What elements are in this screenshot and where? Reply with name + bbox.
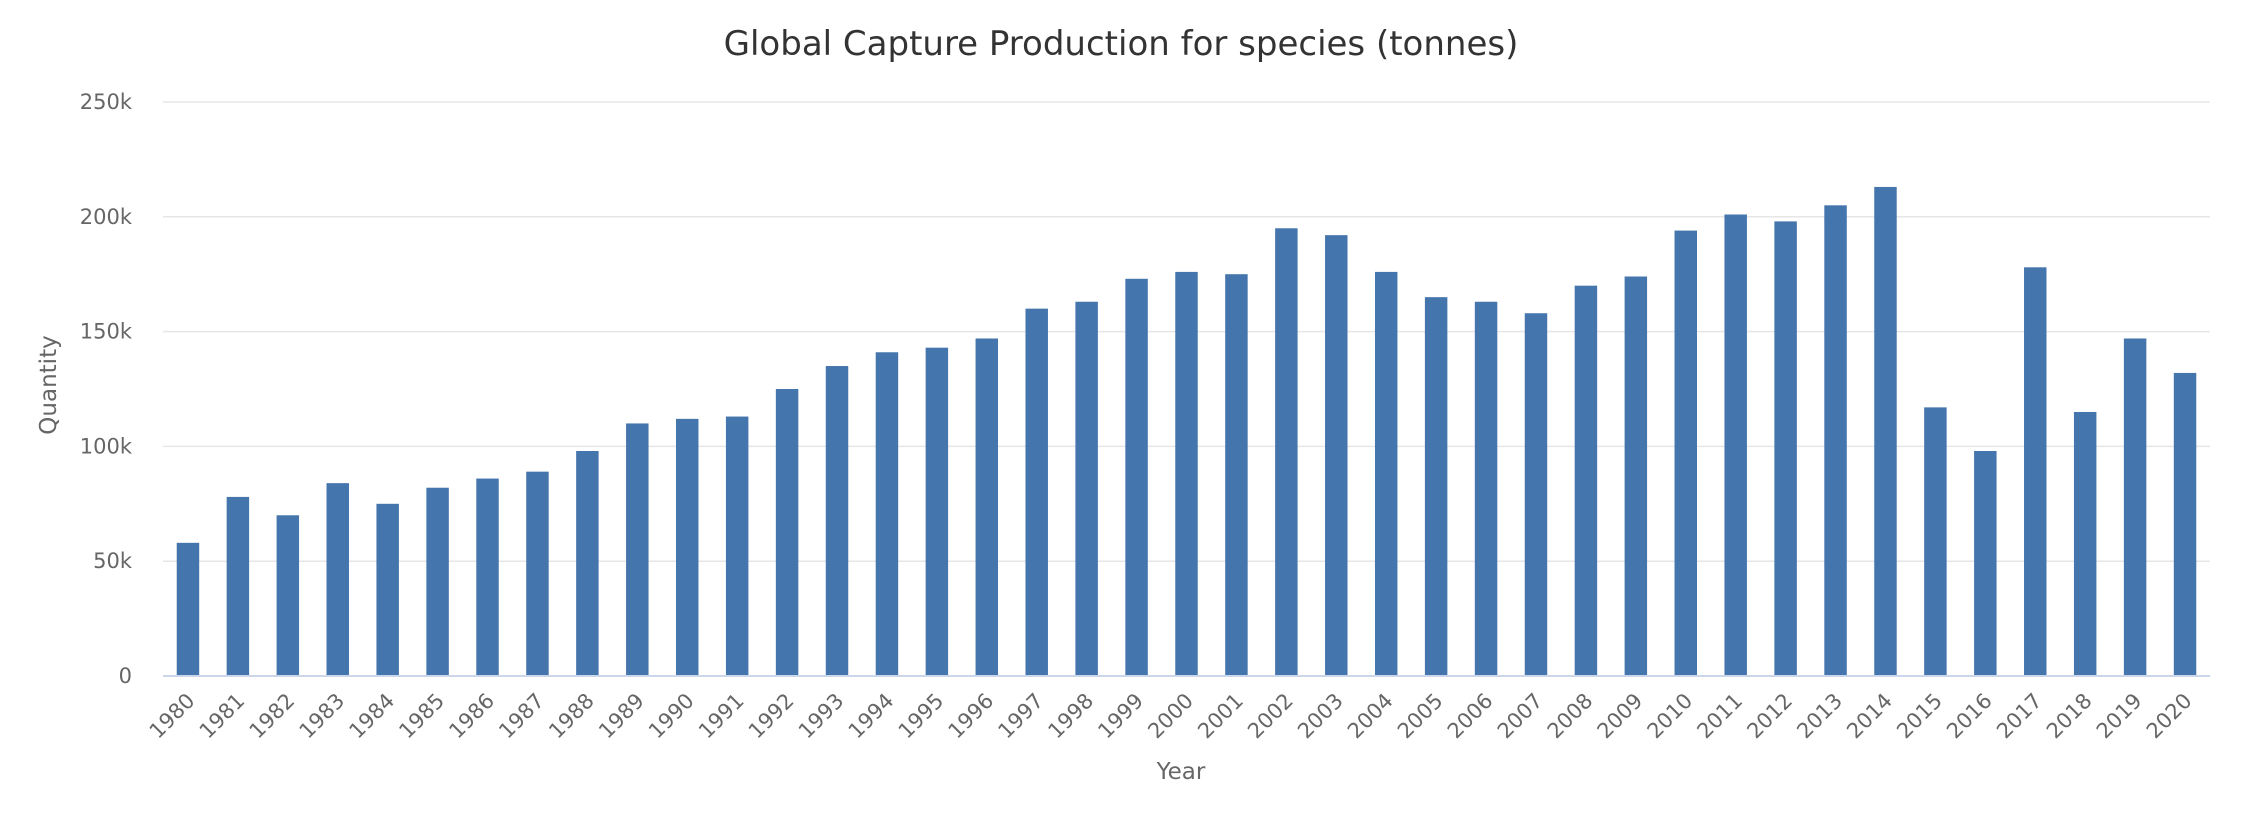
x-tick-label: 1986 [444, 689, 499, 744]
y-tick-label: 50k [93, 549, 133, 573]
bar-2014[interactable] [1874, 186, 1897, 676]
y-tick-label: 150k [80, 320, 133, 344]
x-tick-label: 1990 [644, 689, 699, 744]
x-tick-label: 2000 [1143, 689, 1198, 744]
bar-1996[interactable] [975, 338, 999, 676]
bar-1994[interactable] [875, 352, 899, 676]
bar-2018[interactable] [2073, 411, 2097, 676]
x-tick-label: 1994 [844, 689, 899, 744]
x-tick-label: 2019 [2092, 689, 2147, 744]
y-tick-label: 250k [80, 90, 133, 114]
bar-1987[interactable] [526, 471, 549, 676]
x-tick-label: 2004 [1343, 689, 1398, 744]
bar-1998[interactable] [1075, 301, 1098, 676]
x-tick-label: 1988 [544, 689, 599, 744]
x-tick-label: 2007 [1493, 689, 1548, 744]
x-tick-label: 2010 [1643, 689, 1698, 744]
x-tick-label: 1985 [394, 689, 449, 744]
bar-2007[interactable] [1524, 313, 1548, 676]
bar-1995[interactable] [925, 347, 949, 676]
x-tick-label: 2012 [1742, 689, 1797, 744]
bar-2019[interactable] [2123, 338, 2147, 676]
x-tick-label: 1980 [145, 689, 200, 744]
x-tick-label: 1989 [594, 689, 649, 744]
x-tick-label: 1991 [694, 689, 749, 744]
x-tick-label: 2014 [1842, 689, 1897, 744]
x-tick-label: 1995 [894, 689, 949, 744]
x-tick-label: 1987 [494, 689, 549, 744]
x-tick-label: 2009 [1593, 689, 1648, 744]
x-tick-label: 1981 [195, 689, 250, 744]
bar-1991[interactable] [725, 416, 749, 676]
bar-1983[interactable] [326, 483, 349, 676]
bar-1993[interactable] [825, 366, 849, 676]
x-tick-label: 1982 [245, 689, 300, 744]
bars [176, 186, 2197, 677]
bar-2020[interactable] [2173, 372, 2197, 676]
bar-2012[interactable] [1774, 221, 1797, 676]
y-axis-ticks: 0 50k 100k 150k 200k 250k [80, 90, 133, 688]
bar-2010[interactable] [1674, 230, 1698, 677]
y-tick-label: 0 [119, 664, 132, 688]
bar-2001[interactable] [1225, 274, 1248, 676]
x-tick-label: 1997 [993, 689, 1048, 744]
bar-2005[interactable] [1424, 297, 1448, 676]
x-tick-label: 1983 [295, 689, 350, 744]
bar-2013[interactable] [1824, 205, 1847, 676]
x-tick-label: 2005 [1393, 689, 1448, 744]
bar-2008[interactable] [1574, 285, 1598, 676]
bar-2003[interactable] [1325, 235, 1348, 676]
x-tick-label: 2011 [1692, 689, 1747, 744]
x-tick-label: 1998 [1043, 689, 1098, 744]
bar-2000[interactable] [1175, 271, 1198, 676]
bar-1999[interactable] [1125, 278, 1148, 676]
bar-2015[interactable] [1924, 407, 1947, 676]
bar-1982[interactable] [276, 515, 300, 676]
x-tick-label: 2016 [1942, 689, 1997, 744]
bar-2016[interactable] [1974, 450, 1997, 676]
x-tick-label: 2003 [1293, 689, 1348, 744]
x-tick-label: 2015 [1892, 689, 1947, 744]
bar-2009[interactable] [1624, 276, 1648, 676]
bar-2006[interactable] [1474, 301, 1498, 676]
x-tick-label: 2020 [2142, 689, 2197, 744]
y-tick-label: 100k [80, 434, 133, 458]
x-tick-label: 1996 [944, 689, 999, 744]
bar-1990[interactable] [675, 418, 699, 676]
x-tick-label: 1984 [344, 689, 399, 744]
bar-2004[interactable] [1374, 271, 1398, 676]
x-tick-label: 2008 [1543, 689, 1598, 744]
x-tick-label: 2006 [1443, 689, 1498, 744]
bar-2017[interactable] [2024, 267, 2047, 676]
bar-1981[interactable] [226, 496, 250, 676]
y-axis-title: Quantity [36, 335, 62, 434]
x-tick-label: 2017 [1992, 689, 2047, 744]
x-tick-label: 1992 [744, 689, 799, 744]
x-tick-label: 1999 [1093, 689, 1148, 744]
x-tick-label: 2001 [1193, 689, 1248, 744]
bar-1997[interactable] [1025, 308, 1048, 676]
y-tick-label: 200k [80, 205, 133, 229]
bar-1986[interactable] [476, 478, 499, 676]
x-tick-label: 2018 [2042, 689, 2097, 744]
chart-title: Global Capture Production for species (t… [724, 24, 1519, 64]
x-tick-label: 2002 [1243, 689, 1298, 744]
bar-1988[interactable] [576, 450, 599, 676]
x-axis-ticks: 1980198119821983198419851986198719881989… [145, 689, 2197, 744]
bar-1992[interactable] [775, 389, 799, 676]
bar-1989[interactable] [626, 423, 649, 676]
x-tick-label: 1993 [794, 689, 849, 744]
bar-2011[interactable] [1724, 214, 1747, 676]
x-axis-title: Year [1156, 759, 1206, 785]
bar-2002[interactable] [1275, 228, 1298, 676]
bar-1985[interactable] [426, 487, 449, 676]
bar-1984[interactable] [376, 503, 399, 676]
x-tick-label: 2013 [1792, 689, 1847, 744]
bar-1980[interactable] [176, 542, 200, 676]
